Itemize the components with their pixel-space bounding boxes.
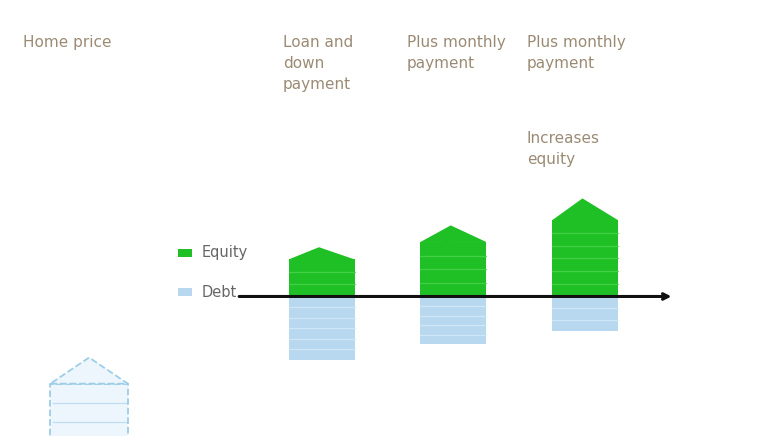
- Bar: [420, 296, 487, 344]
- Bar: [552, 296, 618, 331]
- Bar: [50, 384, 128, 436]
- Bar: [178, 249, 192, 257]
- Text: Home price: Home price: [23, 35, 112, 50]
- Bar: [178, 288, 192, 296]
- Text: Equity: Equity: [202, 245, 248, 260]
- Bar: [552, 220, 618, 296]
- Polygon shape: [420, 225, 487, 242]
- Text: Plus monthly
payment: Plus monthly payment: [407, 35, 505, 71]
- Bar: [288, 259, 355, 296]
- Text: Plus monthly
payment: Plus monthly payment: [527, 35, 625, 71]
- Text: Debt: Debt: [202, 285, 236, 300]
- Bar: [288, 296, 355, 360]
- Text: Increases
equity: Increases equity: [527, 131, 600, 167]
- Bar: [575, 209, 582, 220]
- Bar: [312, 253, 319, 259]
- Text: Loan and
down
payment: Loan and down payment: [283, 35, 353, 92]
- Polygon shape: [50, 358, 128, 384]
- Bar: [443, 234, 450, 242]
- Bar: [420, 242, 487, 296]
- Polygon shape: [288, 247, 354, 259]
- Polygon shape: [552, 198, 618, 220]
